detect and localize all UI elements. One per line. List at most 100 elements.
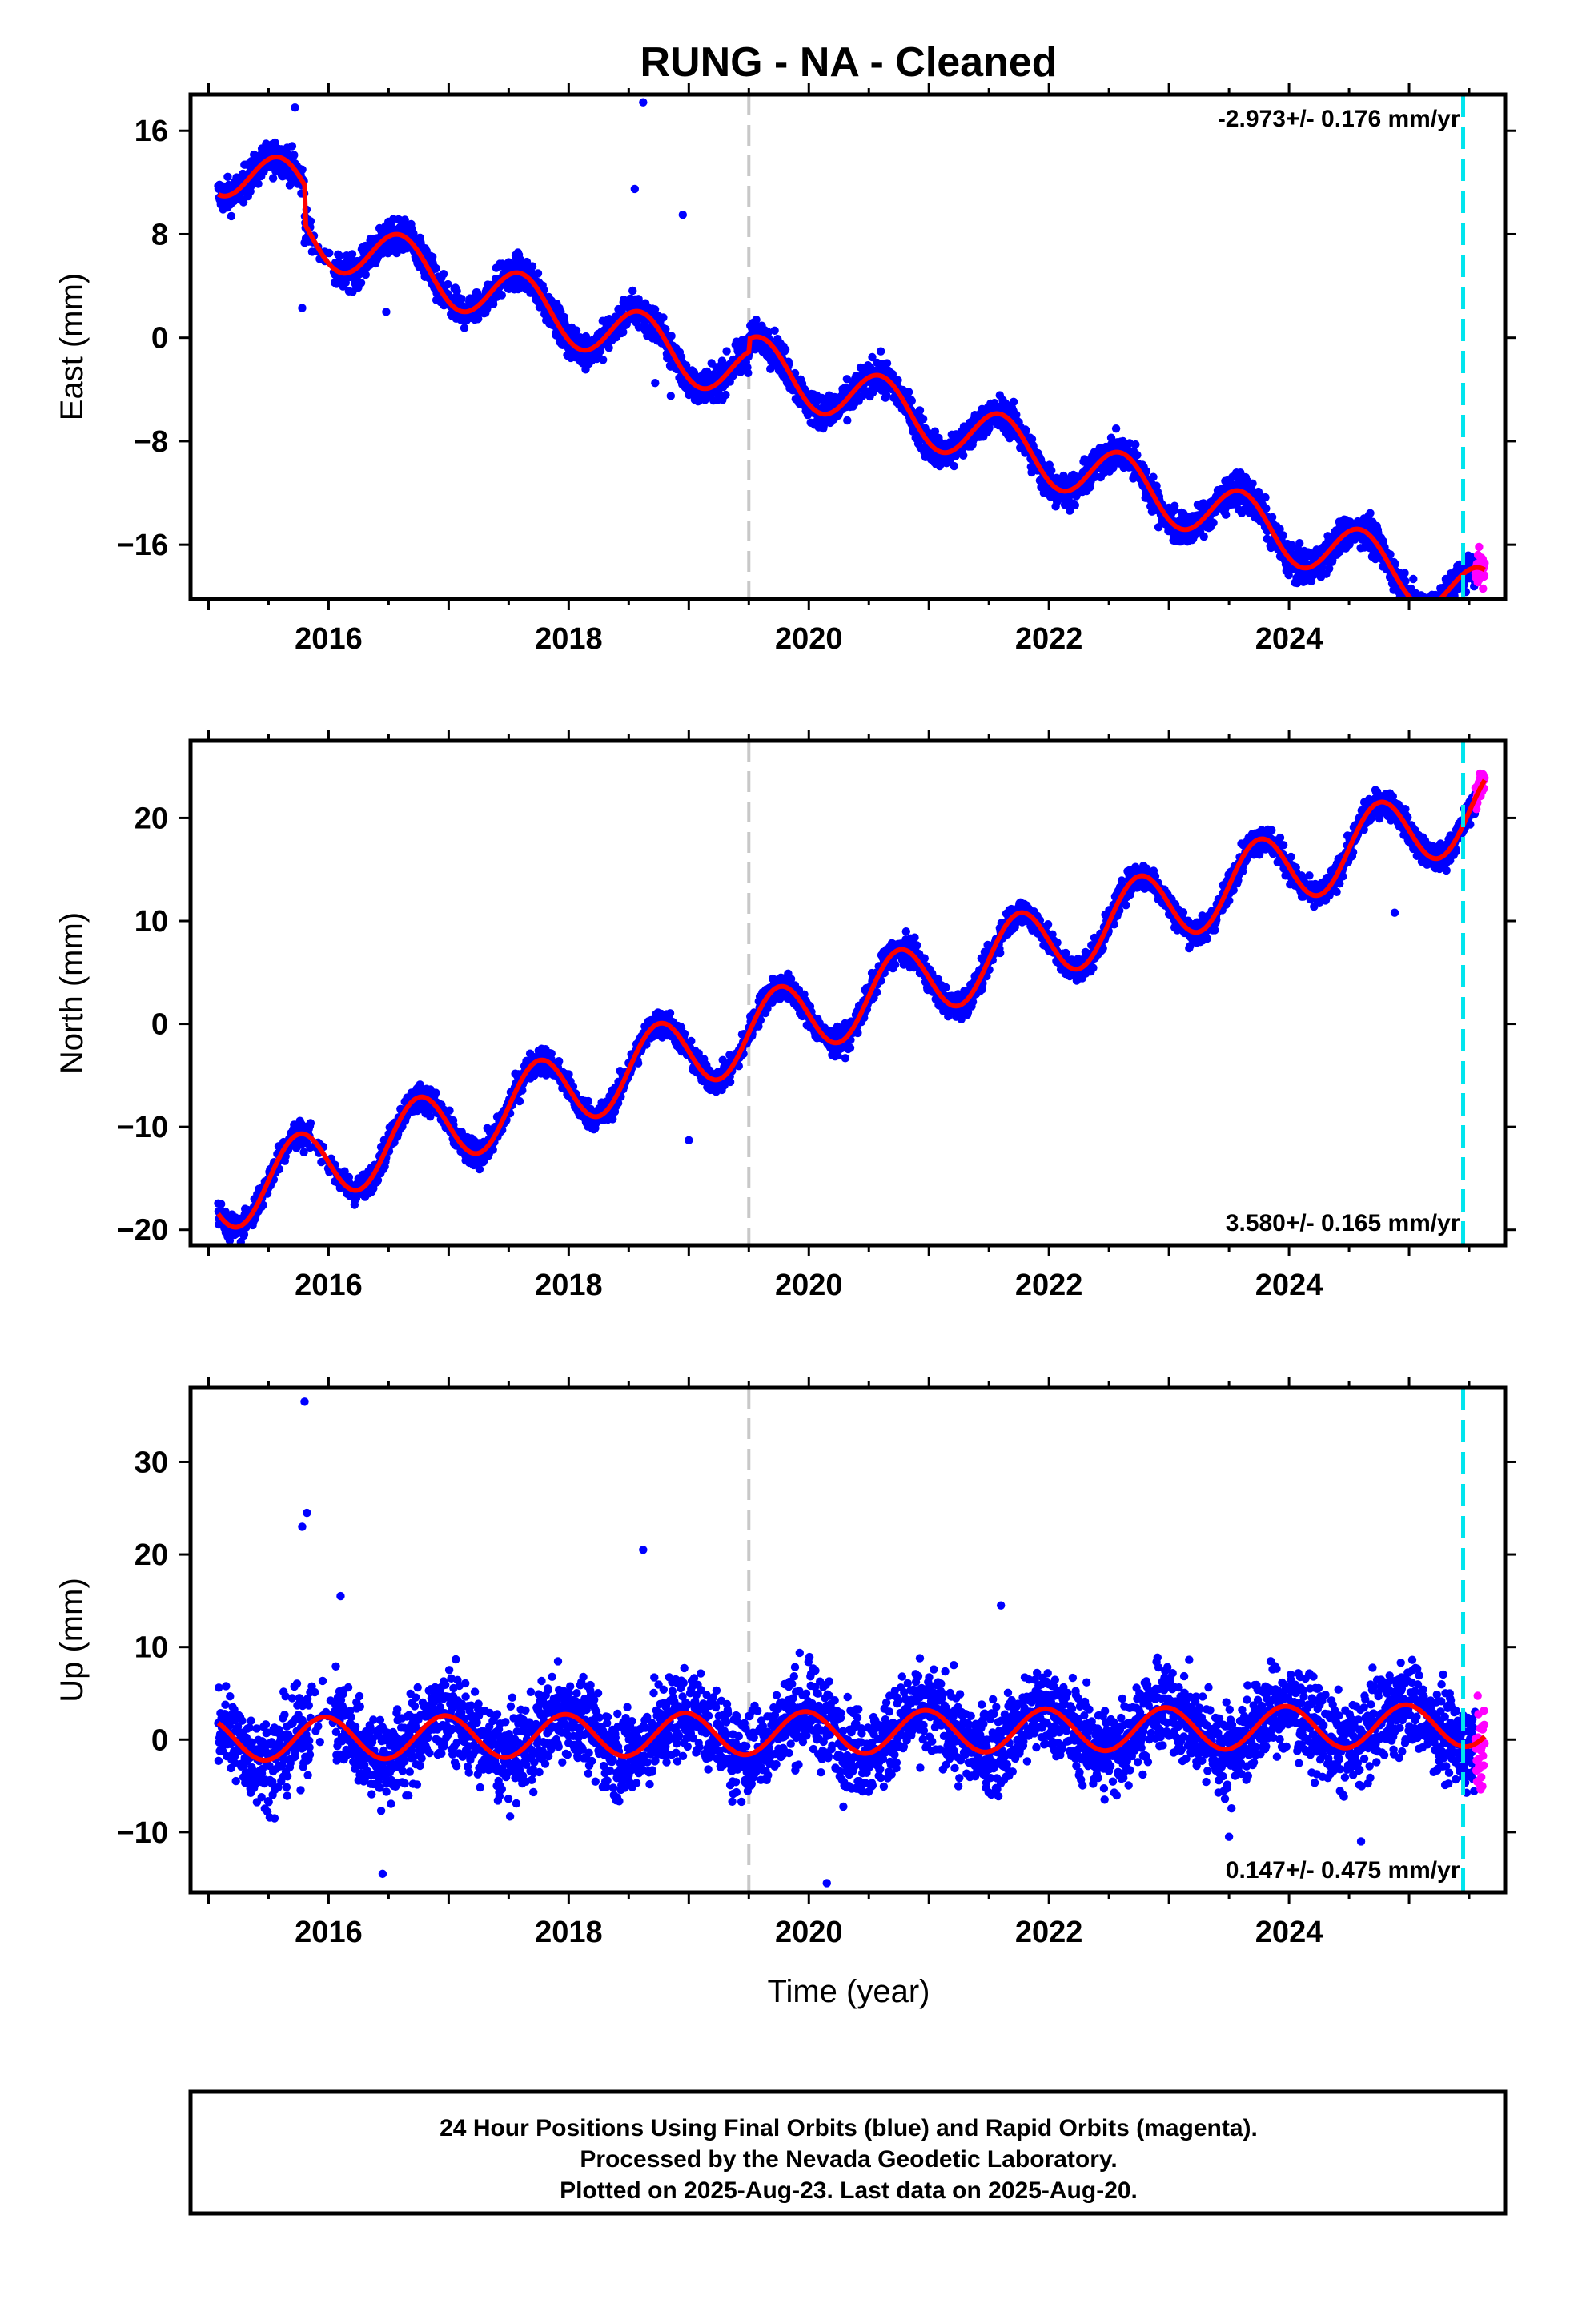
final-orbit-point [1345, 540, 1354, 549]
final-orbit-point [1275, 525, 1284, 533]
final-orbit-point [1431, 611, 1439, 619]
final-orbit-point [285, 181, 295, 190]
final-orbit-point [1405, 611, 1413, 619]
final-orbit-point [1429, 606, 1437, 614]
final-orbit-point [1418, 600, 1426, 608]
final-orbit-point [340, 1167, 349, 1176]
final-orbit-point [1199, 532, 1208, 541]
final-orbit-point [497, 291, 506, 300]
rapid-orbit-point [1480, 559, 1489, 568]
y-tick-label: −16 [117, 529, 168, 562]
final-orbit-point [1426, 611, 1434, 619]
final-orbit-point [619, 328, 628, 336]
final-orbit-point [1170, 501, 1179, 510]
final-orbit-point [1432, 606, 1440, 614]
final-orbit-point [904, 388, 913, 396]
final-orbit-point [287, 142, 297, 151]
final-orbit-point [1066, 506, 1074, 515]
final-orbit-point [1386, 550, 1395, 559]
outlier-point [298, 304, 307, 312]
final-orbit-point [882, 359, 892, 368]
final-orbit-point [356, 279, 366, 287]
outlier-point [666, 392, 676, 400]
final-orbit-point [1131, 440, 1140, 449]
final-orbit-point [1412, 613, 1420, 621]
final-orbit-point [533, 269, 543, 278]
final-orbit-point [1438, 601, 1446, 609]
final-orbit-point [1047, 466, 1056, 475]
final-orbit-points [214, 769, 1489, 1245]
final-orbit-points [214, 98, 1489, 624]
final-orbit-point [1400, 601, 1408, 609]
final-orbit-point [1438, 601, 1446, 609]
y-tick-label: 0 [151, 322, 168, 356]
final-orbit-point [1419, 616, 1427, 624]
model-curve [217, 155, 1486, 599]
final-orbit-point [1070, 501, 1080, 509]
final-orbit-point [650, 305, 660, 314]
final-orbit-point [1413, 609, 1421, 617]
final-orbit-point [599, 356, 608, 364]
final-orbit-point [1335, 547, 1344, 557]
final-orbit-point [306, 217, 315, 226]
final-orbit-point [1209, 518, 1218, 527]
final-orbit-point [1284, 570, 1293, 580]
y-tick-label: 8 [151, 218, 168, 251]
final-orbit-point [522, 257, 532, 267]
final-orbit-point [1435, 601, 1443, 609]
final-orbit-point [1421, 610, 1429, 618]
final-orbit-point [985, 424, 994, 432]
plot-frame [188, 92, 1508, 601]
x-tick-label: 2016 [295, 622, 363, 656]
final-orbit-point [1415, 611, 1423, 619]
final-orbit-point [893, 376, 902, 384]
outlier-point [639, 98, 648, 107]
x-tick-label: 2018 [535, 622, 603, 656]
final-orbit-point [1111, 424, 1121, 433]
final-orbit-point [1403, 609, 1411, 617]
final-orbit-point [1409, 574, 1418, 584]
final-orbit-point [781, 345, 790, 354]
outlier-point [291, 103, 299, 112]
final-orbit-point [907, 396, 917, 405]
final-orbit-point [572, 326, 581, 335]
outlier-point [678, 211, 688, 219]
final-orbit-point [1420, 605, 1428, 613]
final-orbit-point [1411, 604, 1419, 612]
final-orbit-point [1433, 604, 1441, 612]
final-orbit-point [1434, 602, 1442, 610]
final-orbit-point [259, 1200, 267, 1210]
plot-area [214, 741, 1489, 1245]
final-orbit-point [667, 332, 676, 340]
outlier-point [382, 308, 391, 316]
final-orbit-point [239, 198, 248, 207]
final-orbit-point [518, 1086, 527, 1095]
final-orbit-point [1133, 451, 1142, 460]
final-orbit-point [488, 1145, 497, 1154]
final-orbit-point [475, 1164, 484, 1174]
final-orbit-point [689, 368, 699, 377]
final-orbit-point [271, 138, 279, 147]
final-orbit-point [515, 1096, 524, 1106]
final-orbit-point [306, 1143, 315, 1152]
final-orbit-point [918, 415, 928, 424]
outlier-point [651, 379, 660, 388]
final-orbit-point [1423, 605, 1431, 613]
final-orbit-point [659, 313, 668, 322]
velocity-label: -2.973+/- 0.176 mm/yr [1218, 106, 1460, 132]
final-orbit-point [1366, 509, 1375, 517]
final-orbit-point [347, 250, 357, 259]
final-orbit-point [1391, 559, 1399, 568]
x-tick-label: 2022 [1015, 622, 1083, 656]
final-orbit-point [1424, 603, 1432, 611]
final-orbit-point [528, 268, 536, 277]
final-orbit-point [1261, 493, 1270, 502]
final-orbit-point [721, 390, 730, 400]
final-orbit-point [1418, 603, 1426, 611]
final-orbit-point [1295, 539, 1304, 548]
final-orbit-point [1248, 479, 1257, 488]
final-orbit-point [1424, 607, 1432, 615]
y-tick-label: −8 [134, 425, 168, 459]
